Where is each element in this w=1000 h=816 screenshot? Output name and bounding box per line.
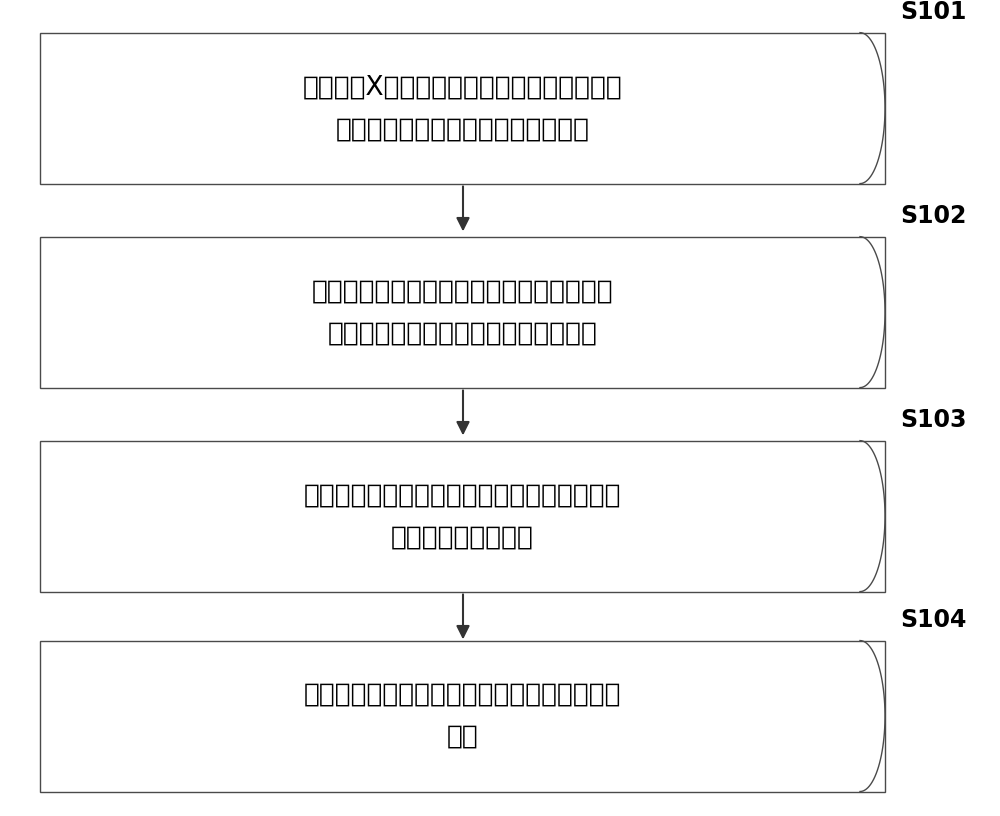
Text: 检测所述X光机的运动部件的初始加速度值以
及所述运动部件对应的电机的电流值: 检测所述X光机的运动部件的初始加速度值以 及所述运动部件对应的电机的电流值 bbox=[303, 74, 622, 142]
Text: 根据所述运动部件的运动速度值定位所述运动
部件: 根据所述运动部件的运动速度值定位所述运动 部件 bbox=[304, 682, 621, 750]
Text: 利用所述电流值对所述初始加速度值进行修
正，得到所述运动部件的实际加速度值: 利用所述电流值对所述初始加速度值进行修 正，得到所述运动部件的实际加速度值 bbox=[312, 278, 613, 346]
Bar bbox=[40, 641, 885, 792]
Text: 根据所述运动部件的实际加速度值确定所述运
动部件的运动速度值: 根据所述运动部件的实际加速度值确定所述运 动部件的运动速度值 bbox=[304, 482, 621, 550]
Text: S101: S101 bbox=[900, 1, 966, 24]
Text: S102: S102 bbox=[900, 205, 966, 228]
Text: S103: S103 bbox=[900, 409, 966, 432]
Bar bbox=[40, 33, 885, 184]
Bar bbox=[40, 441, 885, 592]
Text: S104: S104 bbox=[900, 609, 966, 632]
Bar bbox=[40, 237, 885, 388]
